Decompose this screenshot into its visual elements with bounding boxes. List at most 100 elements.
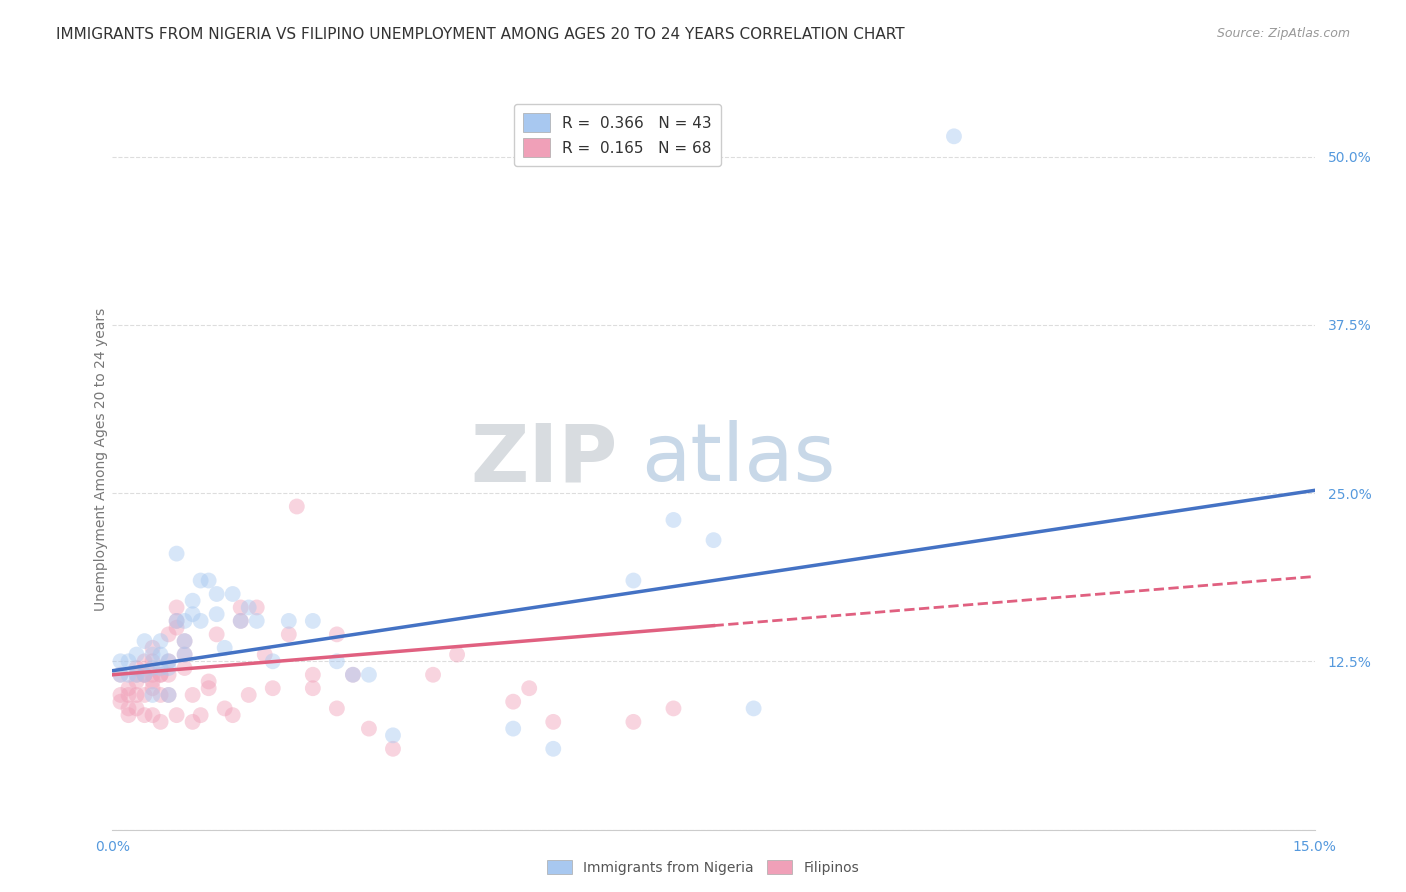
Point — [125, 688, 148, 702]
Point — [246, 614, 269, 628]
Point — [229, 600, 252, 615]
Point — [742, 701, 765, 715]
Point — [117, 688, 139, 702]
Point — [229, 614, 252, 628]
Point — [326, 654, 349, 668]
Point — [157, 627, 180, 641]
Point — [190, 574, 212, 588]
Point — [181, 714, 204, 729]
Point — [662, 701, 685, 715]
Point — [141, 667, 165, 681]
Point — [110, 688, 132, 702]
Point — [117, 667, 139, 681]
Point — [302, 667, 325, 681]
Point — [117, 681, 139, 696]
Point — [543, 741, 565, 756]
Point — [342, 667, 364, 681]
Point — [134, 654, 156, 668]
Point — [157, 688, 180, 702]
Point — [117, 701, 139, 715]
Point — [205, 607, 228, 622]
Point — [134, 667, 156, 681]
Point — [125, 667, 148, 681]
Point — [262, 654, 284, 668]
Y-axis label: Unemployment Among Ages 20 to 24 years: Unemployment Among Ages 20 to 24 years — [94, 308, 108, 611]
Point — [125, 661, 148, 675]
Point — [166, 708, 188, 723]
Point — [181, 607, 204, 622]
Point — [125, 674, 148, 689]
Point — [214, 640, 236, 655]
Point — [166, 600, 188, 615]
Point — [703, 533, 725, 548]
Point — [157, 661, 180, 675]
Point — [190, 614, 212, 628]
Point — [141, 648, 165, 662]
Point — [238, 600, 260, 615]
Point — [302, 681, 325, 696]
Point — [253, 648, 276, 662]
Point — [502, 695, 524, 709]
Text: atlas: atlas — [641, 420, 835, 499]
Point — [149, 661, 172, 675]
Point — [149, 667, 172, 681]
Point — [342, 667, 364, 681]
Point — [157, 654, 180, 668]
Point — [181, 688, 204, 702]
Point — [110, 667, 132, 681]
Point — [149, 634, 172, 648]
Point — [141, 640, 165, 655]
Point — [117, 708, 139, 723]
Text: Source: ZipAtlas.com: Source: ZipAtlas.com — [1216, 27, 1350, 40]
Point — [357, 722, 380, 736]
Point — [166, 614, 188, 628]
Point — [214, 701, 236, 715]
Point — [173, 614, 195, 628]
Point — [134, 634, 156, 648]
Point — [149, 688, 172, 702]
Point — [246, 600, 269, 615]
Point — [222, 587, 245, 601]
Point — [134, 688, 156, 702]
Point — [125, 701, 148, 715]
Point — [173, 661, 195, 675]
Point — [141, 708, 165, 723]
Point — [205, 627, 228, 641]
Point — [157, 688, 180, 702]
Point — [173, 648, 195, 662]
Text: IMMIGRANTS FROM NIGERIA VS FILIPINO UNEMPLOYMENT AMONG AGES 20 TO 24 YEARS CORRE: IMMIGRANTS FROM NIGERIA VS FILIPINO UNEM… — [56, 27, 905, 42]
Point — [623, 714, 645, 729]
Point — [229, 614, 252, 628]
Point — [285, 500, 308, 514]
Point — [382, 741, 405, 756]
Point — [157, 654, 180, 668]
Point — [149, 648, 172, 662]
Point — [238, 688, 260, 702]
Point — [357, 667, 380, 681]
Text: ZIP: ZIP — [470, 420, 617, 499]
Point — [262, 681, 284, 696]
Point — [134, 708, 156, 723]
Point — [181, 593, 204, 607]
Point — [222, 708, 245, 723]
Point — [173, 634, 195, 648]
Point — [157, 667, 180, 681]
Point — [197, 674, 219, 689]
Point — [110, 654, 132, 668]
Legend: R =  0.366   N = 43, R =  0.165   N = 68: R = 0.366 N = 43, R = 0.165 N = 68 — [513, 104, 721, 166]
Point — [173, 634, 195, 648]
Point — [197, 681, 219, 696]
Point — [134, 667, 156, 681]
Point — [166, 614, 188, 628]
Point — [502, 722, 524, 736]
Point — [326, 701, 349, 715]
Point — [205, 587, 228, 601]
Point — [149, 714, 172, 729]
Point — [166, 547, 188, 561]
Point — [422, 667, 444, 681]
Point — [302, 614, 325, 628]
Point — [117, 654, 139, 668]
Point — [517, 681, 540, 696]
Point — [326, 627, 349, 641]
Point — [446, 648, 468, 662]
